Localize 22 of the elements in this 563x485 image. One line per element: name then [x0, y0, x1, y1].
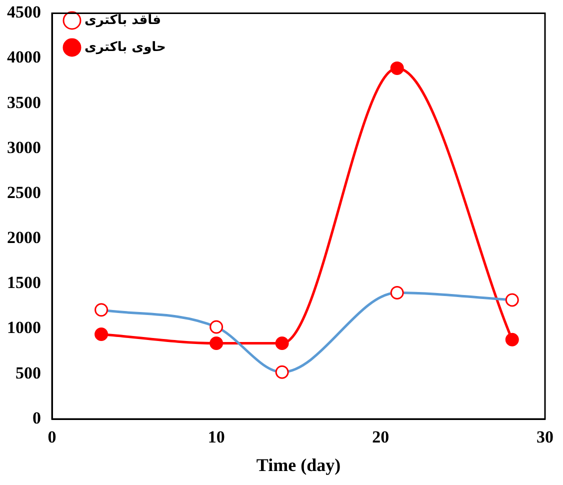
x-axis-title: Time (day)	[256, 454, 341, 475]
y-tick-label: 3000	[7, 138, 41, 157]
x-tick-label: 10	[208, 428, 225, 447]
y-tick-label: 1500	[7, 273, 41, 292]
x-tick-label: 0	[48, 428, 56, 447]
legend-label: حاوی باکتری	[84, 40, 166, 55]
x-tick-label: 30	[536, 428, 554, 447]
y-tick-label: 2500	[7, 182, 41, 202]
point	[275, 336, 289, 350]
point	[94, 327, 108, 341]
x-tick-label: 20	[372, 428, 390, 447]
y-tick-label: 3500	[7, 92, 41, 112]
y-tick-label: 4500	[7, 2, 41, 22]
point	[505, 332, 519, 346]
point	[210, 336, 224, 350]
y-tick-label: 1000	[7, 318, 41, 338]
legend-label: فاقد باکتری	[84, 12, 162, 28]
y-tick-label: 500	[16, 363, 41, 382]
y-tick-label: 4000	[7, 48, 41, 67]
y-tick-label: 0	[32, 408, 41, 428]
point	[390, 61, 404, 75]
y-tick-label: 2000	[7, 228, 41, 248]
